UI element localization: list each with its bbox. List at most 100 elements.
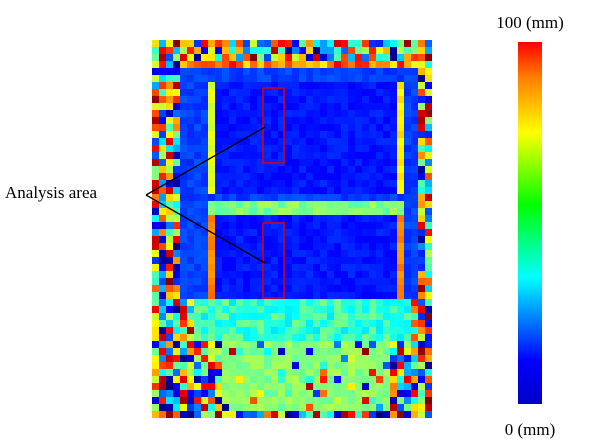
pixel bbox=[383, 89, 390, 96]
pixel bbox=[313, 131, 320, 138]
pixel bbox=[229, 103, 236, 110]
pixel bbox=[327, 194, 334, 201]
pixel bbox=[271, 271, 278, 278]
pixel bbox=[243, 152, 250, 159]
pixel bbox=[327, 243, 334, 250]
pixel bbox=[306, 271, 313, 278]
pixel bbox=[180, 110, 187, 117]
pixel bbox=[187, 271, 194, 278]
pixel bbox=[264, 180, 271, 187]
pixel bbox=[166, 271, 173, 278]
pixel bbox=[250, 47, 257, 54]
pixel bbox=[257, 397, 264, 404]
pixel bbox=[250, 145, 257, 152]
pixel bbox=[362, 299, 369, 306]
pixel bbox=[208, 383, 215, 390]
pixel bbox=[257, 334, 264, 341]
pixel bbox=[390, 201, 397, 208]
pixel bbox=[194, 411, 201, 418]
pixel bbox=[327, 110, 334, 117]
pixel bbox=[348, 257, 355, 264]
pixel bbox=[285, 131, 292, 138]
pixel bbox=[299, 89, 306, 96]
pixel bbox=[201, 152, 208, 159]
pixel bbox=[278, 222, 285, 229]
pixel bbox=[334, 215, 341, 222]
pixel bbox=[306, 285, 313, 292]
pixel bbox=[397, 124, 404, 131]
pixel bbox=[383, 75, 390, 82]
pixel bbox=[229, 75, 236, 82]
pixel bbox=[173, 47, 180, 54]
pixel bbox=[313, 285, 320, 292]
pixel bbox=[348, 271, 355, 278]
pixel bbox=[250, 159, 257, 166]
pixel bbox=[292, 138, 299, 145]
pixel bbox=[243, 124, 250, 131]
pixel bbox=[376, 355, 383, 362]
pixel bbox=[187, 243, 194, 250]
pixel bbox=[313, 278, 320, 285]
pixel bbox=[348, 390, 355, 397]
pixel bbox=[348, 327, 355, 334]
pixel bbox=[404, 54, 411, 61]
pixel bbox=[229, 138, 236, 145]
pixel bbox=[299, 222, 306, 229]
pixel bbox=[229, 397, 236, 404]
pixel bbox=[278, 376, 285, 383]
pixel bbox=[208, 250, 215, 257]
pixel bbox=[334, 327, 341, 334]
pixel bbox=[348, 138, 355, 145]
pixel bbox=[348, 187, 355, 194]
pixel bbox=[362, 313, 369, 320]
pixel bbox=[152, 47, 159, 54]
pixel bbox=[194, 376, 201, 383]
pixel bbox=[187, 222, 194, 229]
pixel bbox=[383, 215, 390, 222]
pixel bbox=[411, 271, 418, 278]
pixel bbox=[159, 173, 166, 180]
pixel bbox=[229, 201, 236, 208]
pixel bbox=[334, 103, 341, 110]
pixel bbox=[341, 124, 348, 131]
pixel bbox=[166, 383, 173, 390]
pixel bbox=[341, 243, 348, 250]
pixel bbox=[306, 82, 313, 89]
pixel bbox=[320, 166, 327, 173]
pixel bbox=[208, 257, 215, 264]
pixel bbox=[306, 369, 313, 376]
pixel bbox=[334, 348, 341, 355]
pixel bbox=[243, 390, 250, 397]
pixel bbox=[187, 390, 194, 397]
pixel bbox=[222, 208, 229, 215]
pixel bbox=[159, 362, 166, 369]
pixel bbox=[236, 229, 243, 236]
pixel bbox=[250, 61, 257, 68]
pixel bbox=[229, 257, 236, 264]
pixel bbox=[201, 131, 208, 138]
pixel bbox=[418, 47, 425, 54]
pixel bbox=[425, 229, 432, 236]
pixel bbox=[285, 292, 292, 299]
pixel bbox=[418, 299, 425, 306]
pixel bbox=[411, 40, 418, 47]
pixel bbox=[194, 89, 201, 96]
pixel bbox=[243, 369, 250, 376]
pixel bbox=[257, 243, 264, 250]
pixel bbox=[236, 68, 243, 75]
pixel bbox=[222, 201, 229, 208]
pixel bbox=[173, 103, 180, 110]
pixel bbox=[222, 138, 229, 145]
pixel bbox=[313, 397, 320, 404]
pixel bbox=[180, 376, 187, 383]
pixel bbox=[320, 313, 327, 320]
pixel bbox=[362, 47, 369, 54]
pixel bbox=[292, 404, 299, 411]
pixel bbox=[180, 306, 187, 313]
pixel bbox=[278, 341, 285, 348]
pixel bbox=[418, 208, 425, 215]
pixel bbox=[369, 89, 376, 96]
pixel bbox=[215, 250, 222, 257]
pixel bbox=[320, 404, 327, 411]
pixel bbox=[243, 187, 250, 194]
